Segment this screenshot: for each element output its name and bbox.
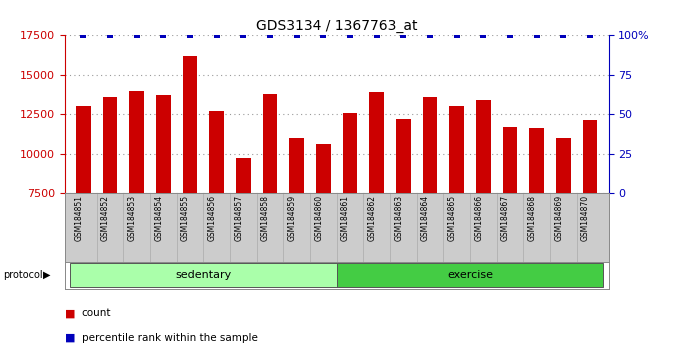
Text: GSM184860: GSM184860 <box>314 195 323 241</box>
Text: exercise: exercise <box>447 270 493 280</box>
Bar <box>476 100 490 193</box>
Bar <box>103 97 117 193</box>
Text: GSM184862: GSM184862 <box>368 195 377 241</box>
Bar <box>262 94 277 193</box>
Text: GSM184851: GSM184851 <box>74 195 83 241</box>
Bar <box>396 119 411 193</box>
Bar <box>183 56 197 193</box>
Bar <box>289 138 304 193</box>
Text: GSM184869: GSM184869 <box>554 195 563 241</box>
Bar <box>503 127 517 193</box>
Bar <box>156 95 171 193</box>
Text: GSM184859: GSM184859 <box>288 195 296 241</box>
Text: percentile rank within the sample: percentile rank within the sample <box>82 333 258 343</box>
Text: GSM184861: GSM184861 <box>341 195 350 241</box>
Text: GSM184857: GSM184857 <box>235 195 243 241</box>
Text: GSM184866: GSM184866 <box>474 195 483 241</box>
Bar <box>236 158 251 193</box>
Text: sedentary: sedentary <box>175 270 231 280</box>
Bar <box>316 144 330 193</box>
Text: GSM184853: GSM184853 <box>128 195 137 241</box>
Bar <box>422 97 437 193</box>
Text: ▶: ▶ <box>43 270 50 280</box>
Bar <box>70 263 337 287</box>
Text: GSM184854: GSM184854 <box>154 195 163 241</box>
Text: protocol: protocol <box>3 270 43 280</box>
Text: GSM184864: GSM184864 <box>421 195 430 241</box>
Text: GSM184852: GSM184852 <box>101 195 110 241</box>
Text: ■: ■ <box>65 333 75 343</box>
Text: GSM184863: GSM184863 <box>394 195 403 241</box>
Text: GSM184865: GSM184865 <box>447 195 456 241</box>
Bar <box>337 263 603 287</box>
Title: GDS3134 / 1367763_at: GDS3134 / 1367763_at <box>256 19 418 33</box>
Text: count: count <box>82 308 111 318</box>
Bar <box>369 92 384 193</box>
Text: GSM184867: GSM184867 <box>501 195 510 241</box>
Bar <box>556 138 571 193</box>
Bar <box>583 120 597 193</box>
Bar <box>209 111 224 193</box>
Text: GSM184870: GSM184870 <box>581 195 590 241</box>
Text: GSM184855: GSM184855 <box>181 195 190 241</box>
Text: GSM184868: GSM184868 <box>528 195 537 241</box>
Text: GSM184856: GSM184856 <box>207 195 217 241</box>
Bar <box>76 106 90 193</box>
Bar <box>343 113 357 193</box>
Text: GSM184858: GSM184858 <box>261 195 270 241</box>
Bar <box>129 91 144 193</box>
Bar <box>529 129 544 193</box>
Bar <box>449 106 464 193</box>
Text: ■: ■ <box>65 308 75 318</box>
